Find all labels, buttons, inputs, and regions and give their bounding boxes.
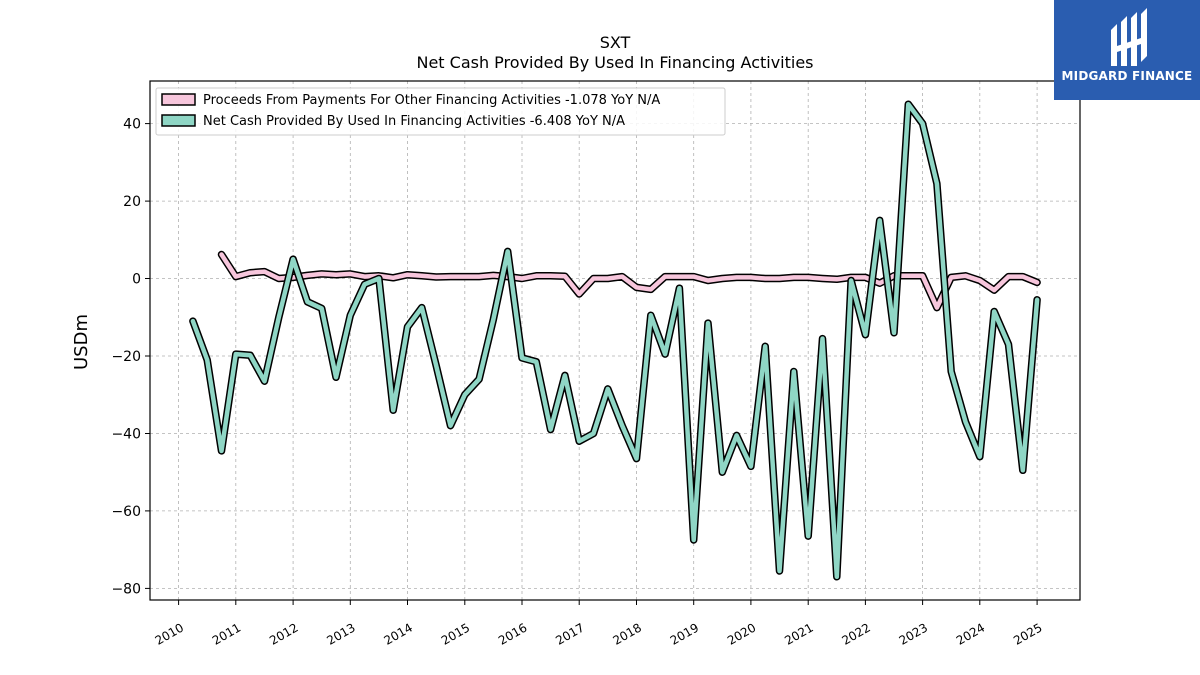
y-tick-label: 20 <box>123 194 141 210</box>
net-cash-series-line-outline <box>189 100 1041 581</box>
proceeds-series-line <box>219 252 1040 310</box>
plot-area-frame <box>149 80 1081 601</box>
x-tick-label: 2024 <box>954 620 987 647</box>
legend: Proceeds From Payments For Other Financi… <box>155 87 726 136</box>
legend-swatch-proceeds <box>161 93 196 106</box>
net-cash-series-line <box>190 101 1040 580</box>
y-tick-label: 40 <box>123 117 141 133</box>
y-axis: 40 20 0 −20 −40 −60 −80 <box>111 117 150 597</box>
grid-lines <box>150 81 1080 600</box>
x-tick-label: 2014 <box>382 620 415 647</box>
x-tick-label: 2010 <box>153 620 186 647</box>
x-tick-label: 2012 <box>267 620 300 647</box>
x-axis: 2010 2011 2012 2013 2014 2015 2016 2017 2018 2019… <box>153 600 1045 648</box>
y-tick-label: 0 <box>132 272 141 288</box>
x-tick-label: 2018 <box>611 620 644 647</box>
series-lines <box>189 100 1041 581</box>
x-tick-label: 2016 <box>496 620 529 647</box>
x-tick-label: 2017 <box>553 620 586 647</box>
y-tick-label: −80 <box>111 581 141 597</box>
logo-text: MIDGARD FINANCE <box>1061 69 1193 83</box>
x-tick-label: 2020 <box>725 620 758 647</box>
y-tick-label: −20 <box>111 349 141 365</box>
y-tick-label: −40 <box>111 427 141 443</box>
x-tick-label: 2019 <box>668 620 701 647</box>
x-tick-label: 2011 <box>210 620 243 647</box>
y-tick-label: −60 <box>111 504 141 520</box>
legend-box <box>155 87 726 136</box>
x-tick-label: 2015 <box>439 620 472 647</box>
chart-subtitle: Net Cash Provided By Used In Financing A… <box>416 53 813 72</box>
x-tick-label: 2023 <box>897 620 930 647</box>
x-tick-label: 2025 <box>1011 620 1044 647</box>
chart-title: SXT <box>600 33 631 52</box>
legend-label-net-cash: Net Cash Provided By Used In Financing A… <box>203 114 625 129</box>
midgard-logo-icon <box>1111 8 1147 66</box>
midgard-finance-logo: MIDGARD FINANCE <box>1054 0 1200 100</box>
legend-label-proceeds: Proceeds From Payments For Other Financi… <box>203 93 660 108</box>
x-tick-label: 2013 <box>324 620 357 647</box>
legend-swatch-net-cash <box>161 114 196 127</box>
y-axis-label: USDm <box>71 314 92 370</box>
x-tick-label: 2022 <box>839 620 872 647</box>
x-tick-label: 2021 <box>782 620 815 647</box>
